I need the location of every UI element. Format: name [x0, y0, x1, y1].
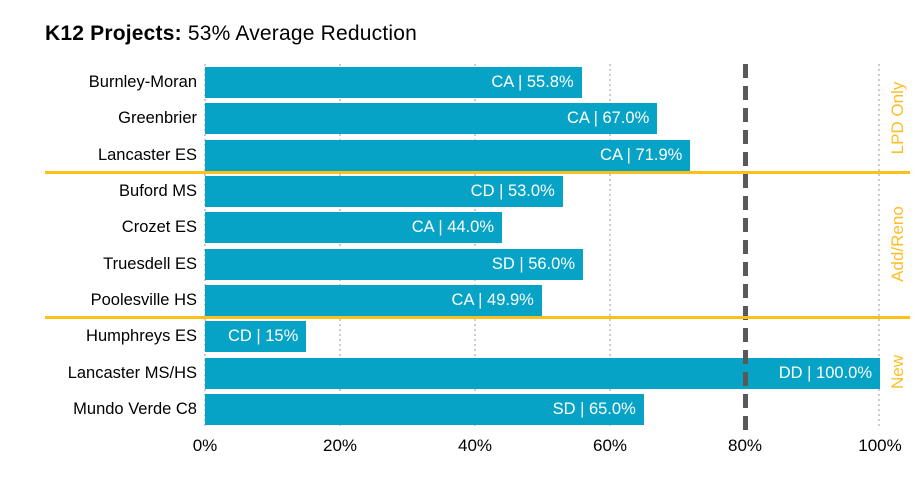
gridline-20pct — [339, 64, 341, 428]
x-axis-tick: 40% — [457, 436, 493, 455]
bar-row: DD | 100.0% — [205, 355, 880, 391]
plot-area: CA | 55.8% CA | 67.0% CA | 71.9% CD | 53… — [204, 64, 880, 433]
category-label: Greenbrier — [118, 109, 197, 127]
chart-title: K12 Projects: 53% Average Reduction — [45, 22, 417, 46]
chart-title-bold: K12 Projects: — [45, 22, 182, 45]
x-axis-tick: 20% — [322, 436, 358, 455]
category-label: Truesdell ES — [103, 255, 197, 273]
bar-value-label: CA | 49.9% — [451, 291, 534, 309]
bar: CD | 15% — [205, 321, 307, 352]
group-label-add-reno: Add/Reno — [888, 206, 907, 282]
bar-value-label: CD | 53.0% — [470, 182, 555, 200]
group-divider-addreno-new — [45, 316, 910, 319]
reference-line-80pct — [743, 64, 748, 433]
bar-row: CD | 53.0% — [205, 173, 880, 209]
bar-value-label: SD | 56.0% — [491, 255, 575, 273]
category-label: Poolesville HS — [90, 291, 197, 309]
bar-value-label: CD | 15% — [227, 327, 299, 345]
bar: CA | 49.9% — [205, 285, 542, 316]
bar-value-label: CA | 67.0% — [566, 109, 650, 127]
group-label-new: New — [888, 354, 907, 390]
bar: CD | 53.0% — [205, 176, 563, 207]
bar: SD | 65.0% — [205, 394, 644, 425]
category-label: Burnley-Moran — [88, 73, 197, 91]
bar-row: CA | 55.8% — [205, 64, 880, 100]
bar: CA | 44.0% — [205, 212, 502, 243]
bar-value-label: CA | 55.8% — [491, 73, 574, 91]
bar-row: CA | 49.9% — [205, 282, 880, 318]
gridline-100pct — [878, 64, 880, 428]
bar-row: CD | 15% — [205, 318, 880, 354]
category-label: Humphreys ES — [86, 327, 197, 345]
x-axis-tick: 0% — [192, 436, 218, 455]
gridline-0pct — [204, 64, 206, 428]
group-label-lpd-only: LPD Only — [888, 81, 907, 155]
x-axis-tick: 80% — [727, 436, 763, 455]
category-label: Lancaster ES — [97, 146, 197, 164]
category-label: Lancaster MS/HS — [67, 364, 197, 382]
bar: CA | 55.8% — [205, 67, 582, 98]
bar-value-label: CA | 44.0% — [411, 218, 494, 236]
bar-row: SD | 65.0% — [205, 391, 880, 427]
gridline-40pct — [474, 64, 476, 428]
bar-value-label: SD | 65.0% — [552, 400, 636, 418]
gridline-60pct — [609, 64, 611, 428]
chart-title-rest: 53% Average Reduction — [187, 22, 418, 45]
bar-row: CA | 67.0% — [205, 100, 880, 136]
bar-row: CA | 71.9% — [205, 137, 880, 173]
bar: CA | 71.9% — [205, 140, 691, 171]
x-axis-tick: 100% — [858, 436, 902, 455]
x-axis-tick: 60% — [592, 436, 628, 455]
bar-row: CA | 44.0% — [205, 209, 880, 245]
category-label: Crozet ES — [121, 218, 197, 236]
bar-row: SD | 56.0% — [205, 246, 880, 282]
category-label: Buford MS — [119, 182, 197, 200]
bar-value-label: CA | 71.9% — [600, 146, 683, 164]
group-divider-lpd-addreno — [45, 171, 910, 174]
bar: DD | 100.0% — [205, 358, 880, 389]
bar: SD | 56.0% — [205, 249, 583, 280]
bar-value-label: DD | 100.0% — [778, 364, 872, 382]
bar: CA | 67.0% — [205, 103, 658, 134]
category-label: Mundo Verde C8 — [73, 400, 197, 418]
